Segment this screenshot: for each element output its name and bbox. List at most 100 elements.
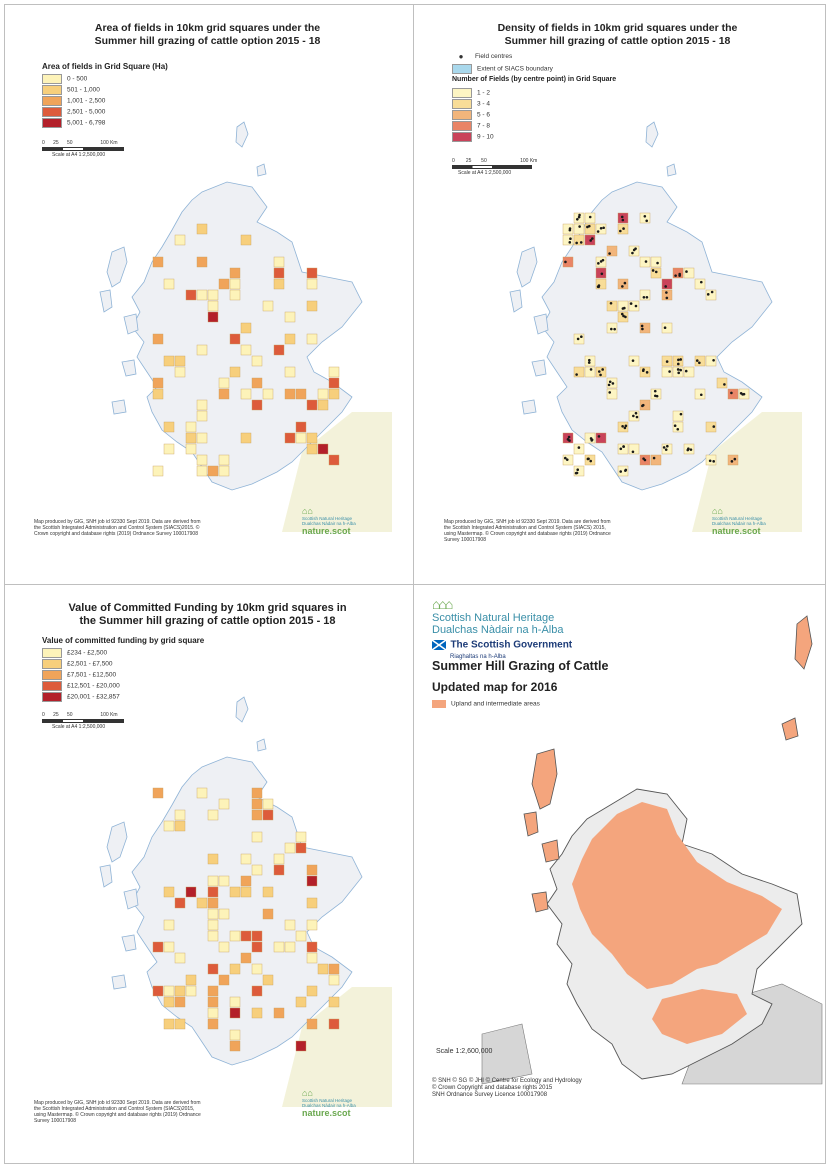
- legend-title: Value of committed funding by grid squar…: [42, 636, 205, 645]
- legend-swatch: [452, 99, 472, 109]
- grid-square: [185, 443, 197, 455]
- grid-square: [218, 388, 230, 400]
- map-subtitle: Updated map for 2016: [432, 680, 558, 694]
- island-outline: [509, 289, 523, 313]
- legend-item: 9 - 10: [452, 132, 494, 143]
- legend-item: 1 - 2: [452, 88, 494, 99]
- gov-logo-line2: Riaghaltas na h-Alba: [450, 654, 506, 660]
- grid-square: [152, 985, 164, 997]
- grid-square: [562, 223, 574, 235]
- legend-swatch: [42, 670, 62, 680]
- grid-square: [694, 388, 706, 400]
- grid-square: [727, 454, 739, 466]
- grid-square: [672, 410, 684, 422]
- field-centre-point: [620, 215, 624, 219]
- island-outline: [111, 399, 127, 415]
- field-centre-point: [599, 260, 603, 263]
- legend-swatch: [42, 118, 62, 128]
- field-centre-point: [733, 457, 737, 461]
- nature-scot-logo: nature.scot: [302, 1108, 351, 1118]
- grid-square: [306, 1018, 318, 1030]
- scale-bar: 0 25 50 100 Km Scale at A4 1:2,500,000: [42, 140, 124, 158]
- field-centre-point: [591, 237, 594, 240]
- grid-square: [152, 787, 164, 799]
- grid-square: [617, 212, 629, 224]
- legend-swatch: [452, 132, 472, 142]
- field-centre-point: [620, 312, 624, 316]
- grid-square: [207, 1007, 219, 1019]
- scotland-map: [99, 696, 392, 1107]
- gov-logo-line1: The Scottish Government: [450, 639, 573, 651]
- scotland-upland-map: [481, 615, 823, 1085]
- legend-item: 5,001 - 6,798: [42, 118, 105, 129]
- field-centre-point: [621, 307, 625, 310]
- grid-square: [617, 300, 629, 312]
- grid-square: [273, 864, 285, 876]
- field-centre-point: [679, 358, 683, 361]
- field-centre-point: [678, 272, 681, 276]
- field-centre-point: [588, 358, 591, 362]
- field-centre-point: [634, 247, 637, 250]
- island-outline: [541, 839, 560, 863]
- field-centre-point: [651, 269, 655, 272]
- legend-item: £7,501 - £12,500: [42, 670, 120, 681]
- grid-square: [251, 985, 263, 997]
- field-centre-point: [686, 448, 690, 452]
- grid-square: [240, 322, 252, 334]
- grid-square: [185, 886, 197, 898]
- field-centre-point: [619, 229, 622, 233]
- legend-swatch: [42, 85, 62, 95]
- grid-square: [251, 809, 263, 821]
- grid-square: [163, 820, 175, 832]
- grid-square: [240, 886, 252, 898]
- field-centre-point: [589, 239, 592, 242]
- field-centre-point: [611, 382, 615, 385]
- grid-square: [229, 333, 241, 345]
- grid-square: [174, 809, 186, 821]
- grid-square: [240, 234, 252, 246]
- snh-logo-line2: Dualchas Nàdair na h-Alba: [712, 521, 766, 526]
- grid-square: [306, 985, 318, 997]
- grid-square: [573, 234, 585, 246]
- nature-scot-logo: nature.scot: [302, 526, 351, 536]
- map-credit: Map produced by GIG, SNH job id 92330 Se…: [34, 1100, 201, 1124]
- grid-square: [295, 996, 307, 1008]
- legend-label: 501 - 1,000: [67, 86, 100, 94]
- grid-square: [328, 366, 340, 378]
- field-centre-point: [632, 414, 635, 418]
- island-outline: [121, 934, 137, 952]
- grid-square: [306, 864, 318, 876]
- grid-square: [262, 974, 274, 986]
- legend-title: Number of Fields (by centre point) in Gr…: [452, 76, 617, 83]
- island-outline: [99, 864, 113, 888]
- grid-square: [196, 399, 208, 411]
- field-centre-point: [608, 391, 612, 394]
- grid-square: [174, 897, 186, 909]
- grid-square: [595, 366, 607, 378]
- legend-label: 9 - 10: [477, 133, 494, 141]
- legend-label: 2,501 - 5,000: [67, 108, 106, 116]
- grid-square: [328, 996, 340, 1008]
- field-centre-point: [689, 448, 693, 451]
- grid-square: [196, 787, 208, 799]
- field-centre-point: [676, 427, 680, 431]
- scottish-government-logo: The Scottish Government Riaghaltas na h-…: [431, 636, 573, 660]
- grid-square: [196, 223, 208, 235]
- grid-square: [163, 421, 175, 433]
- saltire-icon: [431, 639, 447, 651]
- grid-square: [218, 377, 230, 389]
- grid-square: [317, 963, 329, 975]
- grid-square: [639, 399, 651, 411]
- field-centre-point: [644, 260, 648, 263]
- scale-bar: 0 25 50 100 Km Scale at A4 1:2,500,000: [452, 158, 537, 176]
- legend-swatch: [42, 74, 62, 84]
- grid-square: [328, 963, 340, 975]
- grid-square: [628, 443, 640, 455]
- field-centre-point: [664, 285, 667, 288]
- grid-square: [705, 355, 717, 367]
- snh-logo: ⌂⌂ Scottish Natural Heritage Dualchas Nà…: [302, 506, 392, 536]
- grid-square: [251, 941, 263, 953]
- island-outline: [516, 246, 538, 288]
- field-centre-point: [640, 324, 644, 328]
- grid-square: [328, 1018, 340, 1030]
